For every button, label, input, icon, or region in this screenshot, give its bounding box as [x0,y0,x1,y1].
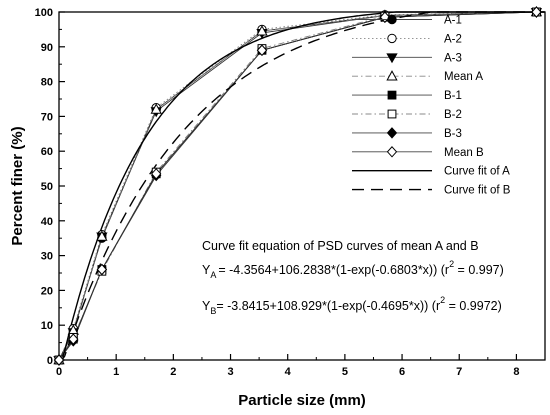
x-tick-label: 3 [227,366,233,378]
legend-marker [387,109,397,119]
series-marker [151,168,162,180]
y-tick-label: 0 [47,355,53,367]
y-tick-label: 30 [41,251,53,263]
equation-b-tail: = 0.9972) [445,299,502,313]
legend-label: B-2 [444,109,462,121]
fit-curve [59,11,545,361]
y-axis-label: Percent finer (%) [9,126,26,245]
legend-marker [387,14,397,25]
legend-label: B-1 [444,90,462,102]
series-marker [256,25,268,36]
legend-label: Curve fit of A [444,166,510,178]
x-tick-label: 2 [170,366,176,378]
legend-marker [386,53,398,64]
y-tick-label: 80 [41,77,53,89]
legend: A-1 A-2 A-3 Mean A B-1 B-2 B-3 Mean B Curve fit … [352,15,511,197]
series-marker [96,263,108,276]
y-tick-label: 70 [41,111,53,123]
series-marker [53,354,65,366]
series-marker [68,333,79,345]
y-tick-label: 40 [41,216,53,228]
equation-b-y: Y [202,299,211,313]
x-axis-label: Particle size (mm) [238,392,366,409]
y-tick-label: 10 [41,320,53,332]
legend-marker [386,127,398,139]
equation-a-sup: 2 [449,259,454,269]
legend-label: A-1 [444,15,462,27]
equation-a-tail: = 0.997) [454,263,504,277]
equation-a: YA = -4.3564+106.2838*(1-exp(-0.6803*x)) … [202,259,504,280]
legend-marker [387,33,397,44]
legend-marker [386,146,398,158]
series-marker [96,230,108,241]
x-tick-label: 1 [113,366,119,378]
series-marker [256,44,268,57]
equation-a-sub: A [210,270,216,280]
equation-b-sup: 2 [440,295,445,305]
legend-label: A-3 [444,52,462,64]
x-tick-label: 4 [285,366,292,378]
x-tick-label: 8 [513,366,519,378]
x-tick-label: 0 [56,366,62,378]
equation-a-body: = -4.3564+106.2838*(1-exp(-0.6803*x)) (r [218,263,449,277]
series-marker [531,6,542,18]
fit-lines [59,11,545,361]
equation-b-body: = -3.8415+108.929*(1-exp(-0.4695*x)) (r [216,299,440,313]
legend-label: Mean B [444,147,484,159]
series-marker [150,103,162,114]
y-tick-label: 100 [35,7,53,19]
x-tick-label: 7 [456,366,462,378]
legend-marker [386,70,398,81]
legend-label: Curve fit of B [444,185,511,197]
y-tick-label: 20 [41,285,53,297]
y-tick-label: 60 [41,146,53,158]
equation-b-sub: B [210,306,216,316]
x-tick-label: 5 [342,366,348,378]
annotation-title: Curve fit equation of PSD curves of mean… [202,239,479,253]
series-markers [53,5,543,367]
equation-a-y: Y [202,263,211,277]
legend-marker [387,90,397,100]
x-tick-label: 6 [399,366,405,378]
legend-label: B-3 [444,128,462,140]
equation-b: YB= -3.8415+108.929*(1-exp(-0.4695*x)) (… [202,295,502,316]
legend-label: A-2 [444,33,462,45]
legend-label: Mean A [444,71,483,83]
y-tick-label: 50 [41,181,53,193]
y-tick-label: 90 [41,42,53,54]
